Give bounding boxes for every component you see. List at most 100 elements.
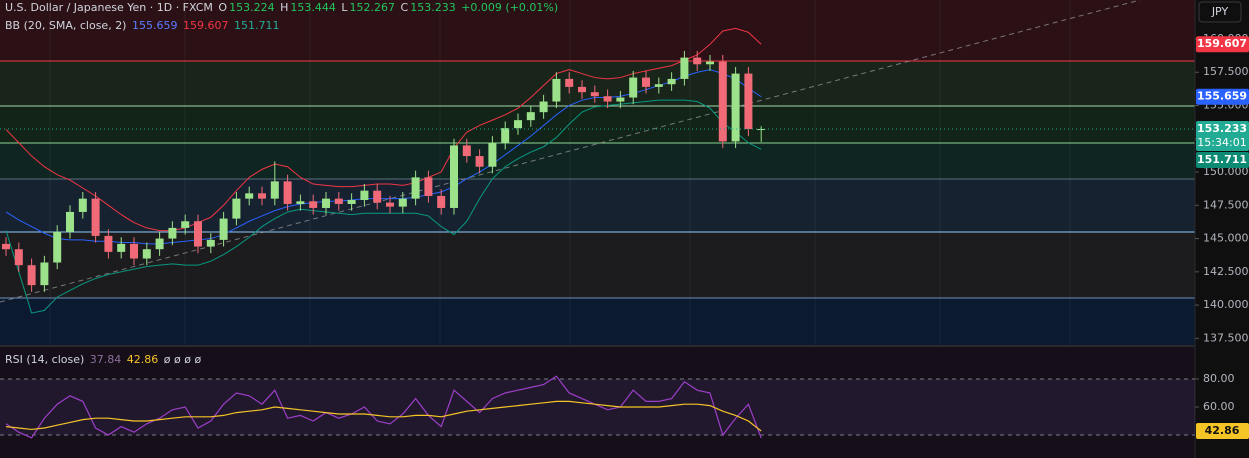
rsi-ma-badge: 42.86 <box>1205 424 1240 437</box>
rsi-ma-value: 42.86 <box>126 353 159 366</box>
rsi-ma-badge-bg <box>1196 423 1249 440</box>
candle-body <box>219 218 228 240</box>
y-tick-label: 157.500 <box>1203 65 1249 78</box>
candle-body <box>334 198 343 204</box>
currency-box <box>1198 1 1242 23</box>
candle-body <box>437 195 446 208</box>
candle-body <box>232 198 241 219</box>
candle-body <box>526 112 535 121</box>
bb-lower-value: 151.711 <box>233 19 280 32</box>
ohlc-value: 153.444 <box>290 1 336 14</box>
close-badge-bg <box>1196 121 1249 152</box>
candle-body <box>168 227 177 239</box>
symbol-legend: U.S. Dollar / Japanese Yen · 1D · FXCM O… <box>5 1 560 14</box>
zone <box>0 179 1195 232</box>
ohlc-value: 153.224 <box>229 1 275 14</box>
candle-body <box>590 92 599 97</box>
candle-body <box>66 211 74 232</box>
candle-body <box>642 77 650 87</box>
y-tick-label: 147.500 <box>1203 198 1249 211</box>
close-badge: 153.233 <box>1197 122 1247 135</box>
upper-badge: 159.607 <box>1197 37 1247 50</box>
y-tick-label: 140.000 <box>1203 298 1249 311</box>
candle-body <box>539 101 548 113</box>
currency: JPY <box>1211 5 1229 18</box>
candle-body <box>501 128 510 143</box>
candle-body <box>629 77 638 98</box>
rsi-panel <box>0 346 1195 458</box>
rsi-value: 37.84 <box>89 353 122 366</box>
y-tick-label: 60.00 <box>1203 400 1235 413</box>
ohlc-label: H <box>280 1 289 14</box>
candle-body <box>693 57 702 65</box>
candle-body <box>475 156 484 167</box>
candle-body <box>322 198 330 208</box>
candle-body <box>744 73 753 130</box>
candle-body <box>424 177 433 196</box>
candle-body <box>411 177 420 199</box>
change: +0.009 (+0.01%) <box>461 1 559 14</box>
candle-body <box>373 190 382 203</box>
candle-body <box>194 221 202 247</box>
y-tick-label: 142.500 <box>1203 265 1249 278</box>
candle-body <box>680 57 689 79</box>
candle-body <box>142 249 151 259</box>
candle-body <box>578 86 586 93</box>
rsi-band-fill <box>0 378 1195 436</box>
candle-body <box>283 181 292 204</box>
candle-body <box>53 231 62 263</box>
candle-body <box>27 265 36 286</box>
price-axis <box>1195 0 1249 458</box>
candle-body <box>654 84 663 87</box>
candle-body <box>386 202 394 207</box>
bb-upper-value: 159.607 <box>182 19 229 32</box>
y-tick-label: 80.00 <box>1203 372 1235 385</box>
ohlc-label: L <box>341 1 348 14</box>
candle-body <box>706 61 714 65</box>
zone <box>0 106 1195 143</box>
candle-body <box>603 96 612 102</box>
candle-body <box>117 243 126 252</box>
bb-basis-value: 155.659 <box>131 19 178 32</box>
candle-body <box>360 190 369 200</box>
candle-body <box>450 145 458 208</box>
y-tick-label: 137.500 <box>1203 331 1249 344</box>
candle-body <box>155 238 164 250</box>
basis-badge-bg <box>1196 88 1249 105</box>
trend-line <box>0 0 1141 303</box>
zone <box>0 0 1195 61</box>
candle-body <box>104 235 113 252</box>
candle-body <box>718 61 727 142</box>
bb-lower <box>5 99 762 314</box>
candle-body <box>14 249 23 266</box>
candle-body <box>488 142 497 167</box>
bb-upper <box>5 27 762 232</box>
zone <box>0 61 1195 106</box>
candle-body <box>245 193 254 199</box>
candle-body <box>731 73 740 142</box>
candle-body <box>296 201 305 204</box>
candle-body <box>757 129 766 131</box>
ohlc-label: O <box>218 1 228 14</box>
candle-body <box>667 78 676 85</box>
y-tick-label: 145.000 <box>1203 232 1249 245</box>
rsi-ma-line <box>5 400 762 432</box>
candle-body <box>398 198 407 207</box>
candle-body <box>40 262 49 286</box>
candle-body <box>347 199 356 204</box>
candle-body <box>130 243 138 259</box>
candle-body <box>309 201 318 208</box>
countdown: 15:34:01 <box>1197 136 1246 149</box>
zone <box>0 143 1195 179</box>
rsi-placeholders: ø ø ø ø <box>163 353 202 366</box>
lower-badge: 151.711 <box>1197 153 1247 166</box>
candle-body <box>552 78 561 102</box>
lower-badge-bg <box>1196 152 1249 169</box>
symbol-title: U.S. Dollar / Japanese Yen · 1D · FXCM <box>5 1 213 14</box>
candle-body <box>2 243 10 250</box>
candle-body <box>270 181 279 199</box>
ohlc-value: 153.233 <box>410 1 456 14</box>
candle-body <box>91 198 100 236</box>
